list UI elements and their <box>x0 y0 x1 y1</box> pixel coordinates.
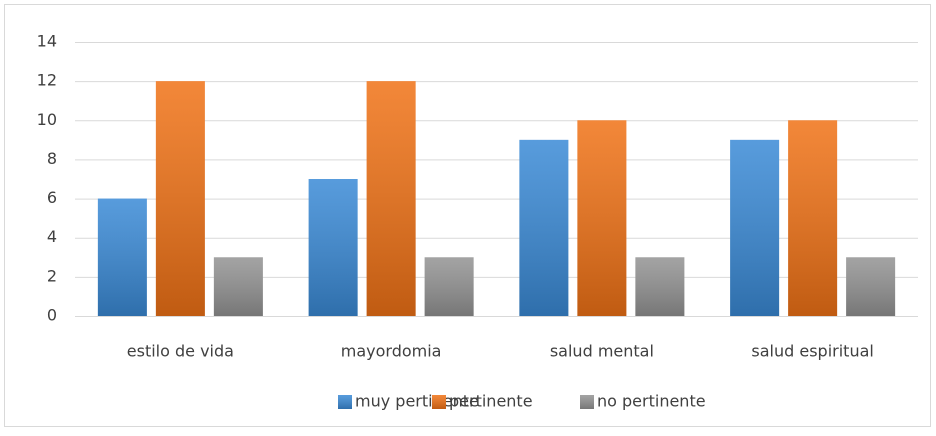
bar-shade <box>97 198 147 316</box>
y-tick-label: 8 <box>47 149 57 168</box>
bar-shade <box>788 120 838 317</box>
y-tick-label: 2 <box>47 266 57 285</box>
y-tick-label: 4 <box>47 227 57 246</box>
bar-shade <box>213 257 263 316</box>
legend-label: muy pertinente <box>355 392 479 411</box>
bar-shade <box>155 81 205 317</box>
legend-swatch-shade <box>338 395 352 409</box>
bar-shade <box>366 81 416 317</box>
bar-shade <box>424 257 474 316</box>
y-tick-label: 12 <box>37 71 57 90</box>
y-tick-label: 0 <box>47 306 57 325</box>
bar-shade <box>846 257 896 316</box>
bar-shade <box>308 179 358 316</box>
x-tick-label: mayordomia <box>341 342 442 361</box>
legend-label: pertinente <box>449 392 533 411</box>
bar-shade <box>519 139 569 316</box>
y-tick-label: 6 <box>47 188 57 207</box>
bar-shade <box>577 120 627 317</box>
legend-label: no pertinente <box>597 392 706 411</box>
y-tick-label: 14 <box>37 32 57 51</box>
bar-shade <box>730 139 780 316</box>
x-tick-label: estilo de vida <box>127 342 234 361</box>
y-tick-label: 10 <box>37 110 57 129</box>
legend-swatch-shade <box>432 395 446 409</box>
x-tick-label: salud mental <box>550 342 654 361</box>
legend-swatch-shade <box>580 395 594 409</box>
bar-shade <box>635 257 685 316</box>
x-tick-label: salud espiritual <box>751 342 873 361</box>
